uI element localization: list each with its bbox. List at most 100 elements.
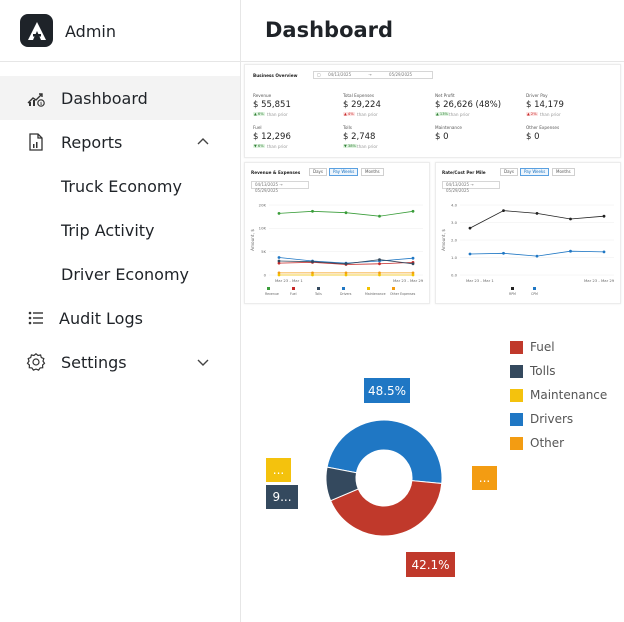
page-header: Dashboard: [241, 0, 624, 62]
sidebar-item-reports[interactable]: Reports: [0, 120, 240, 164]
legend-swatch: [510, 340, 523, 354]
sidebar-item-dashboard[interactable]: $ Dashboard: [0, 76, 240, 120]
x-tick-label: Mar 23 - Mar 1: [466, 278, 494, 283]
kpi-delta-note: than prior: [540, 112, 561, 117]
kpi-label: Revenue: [253, 93, 272, 98]
legend-item-fuel[interactable]: Fuel: [510, 339, 555, 355]
kpi-delta-badge: ▼ 38%: [343, 144, 357, 148]
y-tick-label: 3.0: [451, 220, 458, 225]
legend-item-tolls[interactable]: Tolls: [510, 363, 556, 379]
kpi-label: Total Expenses: [343, 93, 375, 98]
drivers-slice: [326, 419, 443, 485]
dashboard-panels: Business Overview ▢ 04/13/2025 → 05/29/2…: [244, 64, 621, 312]
tab-days[interactable]: Days: [500, 168, 518, 176]
legend-swatch: [292, 287, 295, 290]
kpi-delta-badge: ▲ 2%: [526, 112, 538, 116]
sidebar-item-settings[interactable]: Settings: [0, 340, 240, 384]
legend-swatch: [317, 287, 320, 290]
tab-days[interactable]: Days: [309, 168, 327, 176]
series-point: [502, 209, 505, 212]
gear-icon: [26, 352, 46, 372]
kpi-label: Other Expenses: [526, 125, 560, 130]
kpi-value: $ 26,626 (48%): [435, 100, 502, 110]
series-point: [277, 261, 281, 265]
tab-months[interactable]: Months: [361, 168, 384, 176]
legend-label: Drivers: [340, 292, 352, 296]
overview-title: Business Overview: [253, 73, 298, 78]
sidebar-item-truck-economy[interactable]: Truck Economy: [0, 164, 240, 208]
tab-months[interactable]: Months: [552, 168, 575, 176]
x-tick-label: Mar 23 - Mar 1: [275, 278, 303, 283]
sidebar-item-label: Reports: [61, 132, 123, 152]
legend-item-drivers[interactable]: Drivers: [510, 411, 573, 427]
kpi-value: $ 0: [526, 132, 540, 142]
sidebar-item-audit-logs[interactable]: Audit Logs: [0, 296, 240, 340]
legend-swatch: [510, 388, 523, 402]
series-point: [411, 271, 415, 275]
kpi-delta-note: than prior: [267, 144, 288, 149]
series-point: [602, 250, 606, 254]
y-tick-label: 10K: [259, 226, 267, 231]
kpi-delta-badge: ▲ 4%: [343, 112, 355, 116]
fuel-slice: [329, 480, 443, 537]
chart-dollar-icon: $: [26, 88, 46, 108]
tab-pay-weeks[interactable]: Pay Weeks: [329, 168, 359, 176]
series-point: [277, 273, 281, 277]
kpi-delta-note: than prior: [357, 112, 378, 117]
legend-item-other[interactable]: Other: [510, 435, 564, 451]
y-tick-label: 5K: [261, 249, 266, 254]
kpi-value: $ 2,748: [343, 132, 376, 142]
rev-chart-title: Revenue & Expenses: [251, 170, 301, 175]
sidebar-item-trip-activity[interactable]: Trip Activity: [0, 208, 240, 252]
series-point: [277, 259, 281, 263]
y-axis-label: Amount, $: [441, 229, 446, 251]
kpi-value: $ 55,851: [253, 100, 291, 110]
legend-swatch: [511, 287, 514, 290]
legend-label: RPM: [509, 292, 516, 296]
series-point: [277, 212, 281, 215]
series-point: [535, 254, 539, 258]
kpi-value: $ 0: [435, 132, 449, 142]
kpi-label: Driver Pay: [526, 93, 548, 98]
app-logo: [20, 14, 53, 47]
overview-date-range[interactable]: ▢ 04/13/2025 → 05/29/2025: [313, 71, 433, 79]
series-point: [569, 217, 572, 221]
kpi-label: Maintenance: [435, 125, 462, 130]
calendar-icon: ▢: [317, 72, 321, 77]
series-point: [378, 273, 381, 277]
date-to: 05/29/2025: [389, 72, 413, 77]
legend-item-maintenance[interactable]: Maintenance: [510, 387, 607, 403]
kpi-delta-badge: ▲ 13%: [435, 112, 449, 116]
svg-text:$: $: [40, 101, 43, 107]
chevron-up-icon[interactable]: [194, 133, 212, 151]
series-point: [344, 273, 348, 277]
brand[interactable]: Admin: [0, 0, 240, 62]
expense-donut-chart: [325, 419, 443, 537]
x-tick-label: Mar 23 - Mar 29: [393, 278, 424, 283]
business-overview-card: Business Overview ▢ 04/13/2025 → 05/29/2…: [244, 64, 621, 158]
series-point: [569, 249, 572, 253]
series-point: [344, 271, 348, 275]
series-point: [311, 209, 314, 213]
legend-label: Tolls: [530, 364, 556, 378]
tolls-data-label: 9...: [266, 485, 298, 509]
legend-label: Fuel: [290, 292, 297, 296]
rev-date-range[interactable]: 04/13/2025 → 05/29/2025: [251, 181, 309, 193]
rev-expenses-chart: 20K 10K 5K 0 Amount, $ Mar 23 - Mar 1 Mar 23 -…: [250, 202, 424, 296]
legend-label: Other: [530, 436, 565, 450]
logo-mark-icon: [27, 21, 46, 40]
legend-label: Tolls: [314, 292, 322, 296]
sidebar-item-driver-economy[interactable]: Driver Economy: [0, 252, 240, 296]
legend-swatch: [267, 287, 270, 290]
legend-swatch: [510, 364, 523, 378]
chevron-down-icon[interactable]: [194, 353, 212, 371]
legend-swatch: [510, 436, 523, 450]
kpi-value: $ 29,224: [343, 100, 381, 110]
series-point: [411, 262, 415, 266]
tab-pay-weeks[interactable]: Pay Weeks: [520, 168, 550, 176]
series-point: [378, 262, 381, 266]
rate-date-range[interactable]: 04/13/2025 → 05/29/2025: [442, 181, 500, 193]
sidebar-item-label: Dashboard: [61, 88, 148, 108]
series-point: [378, 258, 381, 261]
legend-swatch: [367, 287, 370, 290]
